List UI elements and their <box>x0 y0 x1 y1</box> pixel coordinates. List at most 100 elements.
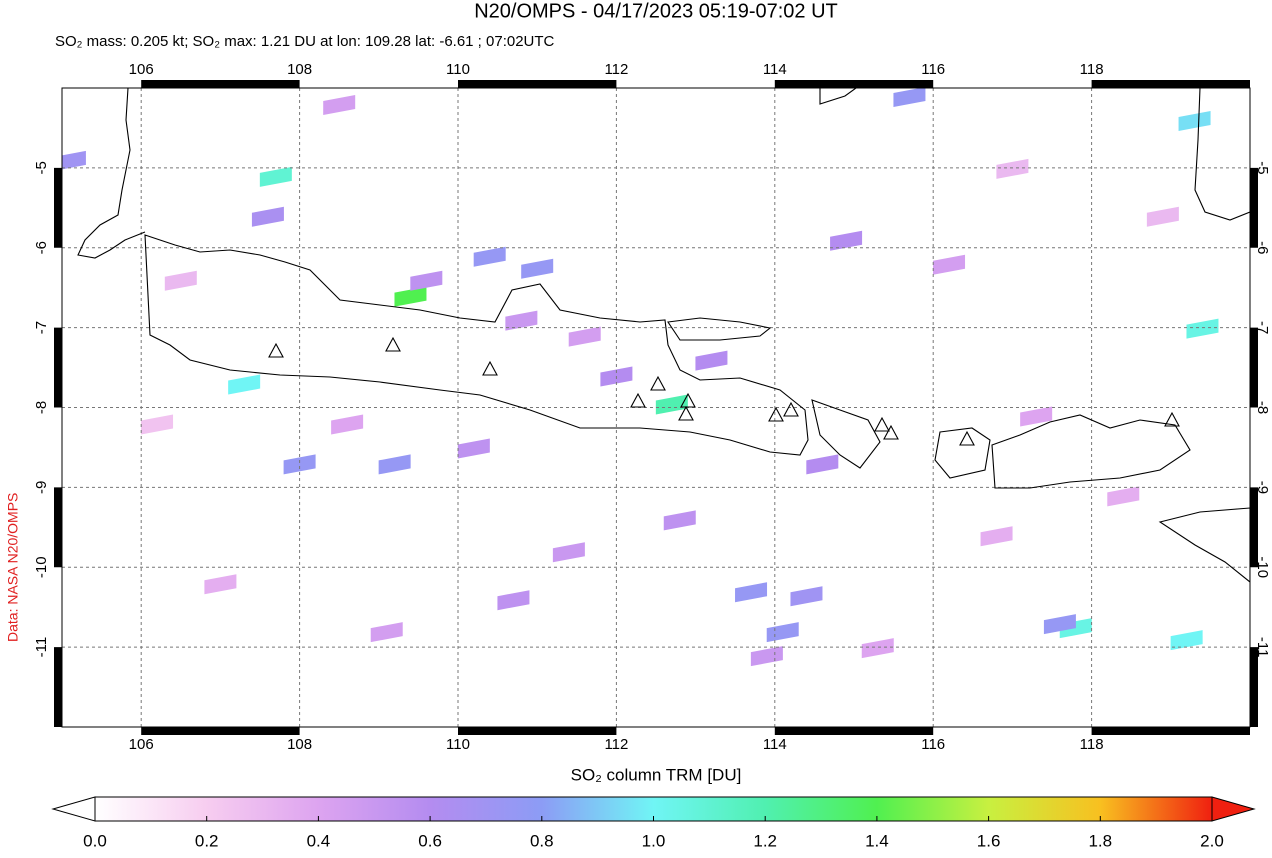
coast-lombok <box>934 427 991 479</box>
x-tick-label-bottom: 118 <box>1080 736 1104 753</box>
so2-cell <box>410 270 443 291</box>
frame-bar <box>141 727 300 735</box>
colorbar-tick-label: 1.8 <box>1088 831 1112 850</box>
y-tick-label-left: -11 <box>33 637 50 658</box>
frame-bar <box>54 327 62 408</box>
colorbar-tick-label: 0.8 <box>530 831 554 850</box>
frame-bar <box>774 80 934 88</box>
so2-cell <box>980 526 1013 547</box>
so2-cell <box>283 454 316 475</box>
colorbar-tick-label: 0.6 <box>418 831 442 850</box>
so2-cell <box>861 638 894 659</box>
colorbar-tick-label: 2.0 <box>1200 831 1224 850</box>
so2-cell <box>1107 486 1140 507</box>
so2-cell <box>141 414 174 435</box>
frame-bar <box>141 80 300 88</box>
y-tick-label-left: -8 <box>33 401 50 414</box>
y-tick-label-left: -7 <box>33 321 50 334</box>
so2-cell <box>473 246 506 267</box>
x-tick-label-bottom: 116 <box>921 736 945 753</box>
so2-cell <box>457 438 490 459</box>
coast-madura <box>667 317 772 341</box>
credit: Data: NASA N20/OMPS <box>5 493 21 642</box>
so2-cell <box>370 622 403 643</box>
so2-cell <box>521 258 554 279</box>
volcano <box>650 375 666 391</box>
grid-layer: 106 106 108 108 110 110 112 112 114 114 116 116 118 1… <box>33 61 1271 753</box>
frame-bar <box>1250 327 1258 408</box>
coast-sumatra <box>77 88 146 259</box>
so2-cell <box>505 310 538 331</box>
volcano <box>680 392 696 408</box>
so2-cell <box>331 414 364 435</box>
colorbar-tick-label: 1.6 <box>977 831 1001 850</box>
coast-borneo <box>1194 88 1250 221</box>
so2-cell <box>62 150 86 170</box>
so2-cell <box>259 166 292 187</box>
volcano <box>385 336 401 352</box>
coast-java <box>144 234 809 456</box>
x-tick-label-top: 108 <box>287 61 312 78</box>
y-tick-label-right: -7 <box>1254 321 1271 334</box>
frame-bar <box>774 727 934 735</box>
so2-cell <box>893 88 926 107</box>
so2-cell <box>323 94 356 115</box>
so2-cell <box>568 326 601 347</box>
x-tick-label-bottom: 108 <box>287 736 312 753</box>
coast-sumba <box>1158 507 1250 583</box>
colorbar-tick-label: 1.0 <box>642 831 666 850</box>
volcano <box>883 424 899 440</box>
x-tick-label-bottom: 110 <box>446 736 470 753</box>
so2-cell <box>1186 318 1219 339</box>
frame-bar <box>1091 727 1250 735</box>
frame-bar <box>1091 80 1250 88</box>
y-tick-label-right: -5 <box>1254 161 1271 174</box>
title: N20/OMPS - 04/17/2023 05:19-07:02 UT <box>474 0 838 22</box>
y-tick-label-left: -5 <box>33 161 50 174</box>
so2-cell <box>228 374 261 395</box>
coast-bali <box>811 399 881 469</box>
y-tick-label-right: -8 <box>1254 401 1271 414</box>
volcano <box>630 392 646 408</box>
so2-cell <box>695 350 728 371</box>
colorbar-tick-label: 1.4 <box>865 831 889 850</box>
x-tick-label-top: 114 <box>763 61 787 78</box>
frame-bar <box>54 487 62 568</box>
x-tick-label-top: 116 <box>921 61 945 78</box>
volcano <box>1164 411 1180 427</box>
so2-cell <box>204 574 237 595</box>
so2-cell <box>750 646 783 667</box>
coastlines <box>77 88 1250 583</box>
so2-cell <box>766 622 799 643</box>
so2-cell <box>497 590 530 611</box>
x-tick-label-top: 110 <box>446 61 470 78</box>
frame-bar <box>1250 487 1258 568</box>
coast-north <box>819 88 857 105</box>
so2-cell <box>663 510 696 531</box>
volcano <box>874 416 890 432</box>
y-tick-label-right: -6 <box>1254 241 1271 254</box>
so2-cell <box>735 582 768 603</box>
y-tick-label-right: -11 <box>1254 637 1271 658</box>
frame-bar <box>458 80 617 88</box>
y-tick-label-left: -10 <box>33 556 50 578</box>
volcano <box>482 360 498 376</box>
frame-bar <box>54 647 62 727</box>
colorbar: 0.0 0.2 0.4 0.6 0.8 1.0 1.2 1.4 1.6 1.8 2.0 <box>51 796 1256 850</box>
y-tick-label-left: -9 <box>33 481 50 494</box>
colorbar-tick-label: 1.2 <box>753 831 777 850</box>
volcanoes <box>268 336 1180 446</box>
volcano <box>768 406 784 422</box>
frame-bars <box>54 80 1258 735</box>
frame-bar <box>458 727 617 735</box>
frame-bar <box>1250 647 1258 727</box>
volcano <box>268 342 284 358</box>
so2-cell <box>394 286 427 307</box>
cells-layer <box>62 88 1219 667</box>
x-tick-label-bottom: 106 <box>129 736 154 753</box>
so2-cell <box>790 586 823 607</box>
so2-cell <box>655 394 688 415</box>
volcano <box>783 401 799 417</box>
so2-cell <box>164 270 197 291</box>
